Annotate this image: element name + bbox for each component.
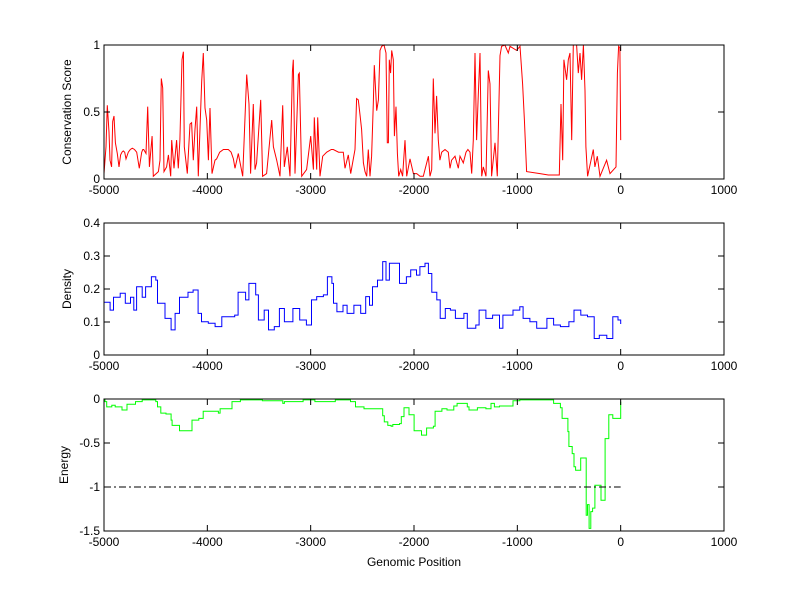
x-tick-label: -3000 bbox=[295, 359, 326, 373]
y-tick-label: -0.5 bbox=[79, 436, 100, 450]
y-axis-label: Conservation Score bbox=[60, 59, 74, 165]
density-axes: -5000 -4000 -3000 -2000 -1000 0 1000 0 0.1 0.2 0.3… bbox=[60, 216, 738, 373]
x-tick-label: 1000 bbox=[711, 535, 738, 549]
density-series-line bbox=[104, 261, 622, 339]
y-tick-label: 0.3 bbox=[83, 249, 100, 263]
y-tick-label: 0.2 bbox=[83, 282, 100, 296]
conservation-axes: -5000 -4000 -3000 -2000 -1000 0 1000 0 0.5 1 Conse… bbox=[60, 38, 738, 197]
y-tick-label: -1.5 bbox=[79, 524, 100, 538]
y-tick-label: 0.1 bbox=[83, 315, 100, 329]
energy-series-line bbox=[104, 399, 622, 529]
conservation-series-line bbox=[103, 44, 622, 179]
x-tick-label: 0 bbox=[617, 535, 624, 549]
energy-axes: -5000 -4000 -3000 -2000 -1000 0 1000 -1.5 -1 -0.5… bbox=[57, 392, 738, 569]
x-axis-label: Genomic Position bbox=[367, 555, 461, 569]
y-tick-label: 0 bbox=[93, 392, 100, 406]
y-axis-label: Energy bbox=[57, 446, 71, 484]
y-axis-label: Density bbox=[60, 269, 74, 309]
y-tick-label: -1 bbox=[89, 480, 100, 494]
x-tick-label: -5000 bbox=[89, 183, 120, 197]
y-tick-label: 0 bbox=[93, 172, 100, 186]
x-tick-label: -5000 bbox=[89, 359, 120, 373]
x-tick-label: -1000 bbox=[502, 183, 533, 197]
x-tick-label: -5000 bbox=[89, 535, 120, 549]
x-tick-label: -2000 bbox=[399, 535, 430, 549]
y-tick-label: 0.5 bbox=[83, 105, 100, 119]
x-tick-label: -4000 bbox=[192, 359, 223, 373]
x-tick-label: -2000 bbox=[399, 359, 430, 373]
x-tick-label: -4000 bbox=[192, 535, 223, 549]
y-tick-label: 1 bbox=[93, 38, 100, 52]
x-tick-label: -2000 bbox=[399, 183, 430, 197]
x-tick-label: -1000 bbox=[502, 535, 533, 549]
x-tick-label: 0 bbox=[617, 183, 624, 197]
x-tick-label: -3000 bbox=[295, 183, 326, 197]
x-tick-label: 0 bbox=[617, 359, 624, 373]
x-tick-label: -1000 bbox=[502, 359, 533, 373]
x-tick-label: -3000 bbox=[295, 535, 326, 549]
x-tick-label: 1000 bbox=[711, 183, 738, 197]
y-tick-label: 0 bbox=[93, 348, 100, 362]
x-tick-label: -4000 bbox=[192, 183, 223, 197]
x-tick-label: 1000 bbox=[711, 359, 738, 373]
y-tick-label: 0.4 bbox=[83, 216, 100, 230]
